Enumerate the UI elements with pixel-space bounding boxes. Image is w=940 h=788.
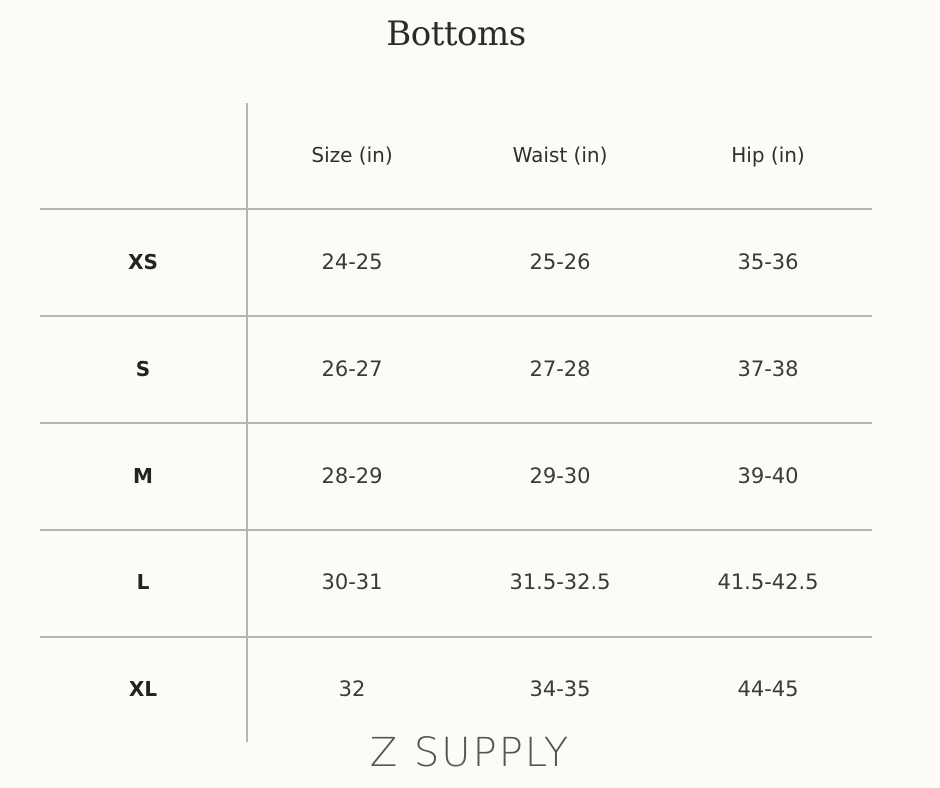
size-value: 26-27 <box>321 356 383 381</box>
waist-value: 25-26 <box>529 250 591 274</box>
hip-value: 41.5-42.5 <box>717 570 819 595</box>
brand-logo: Z SUPPLY <box>369 730 571 776</box>
size-label: S <box>135 356 151 381</box>
column-header: Hip (in) <box>731 143 805 167</box>
waist-value: 34-35 <box>529 677 591 702</box>
size-value: 24-25 <box>321 250 383 274</box>
size-value: 30-31 <box>321 570 383 595</box>
column-header: Waist (in) <box>512 143 608 167</box>
row-divider <box>40 208 872 210</box>
hip-value: 44-45 <box>737 677 799 702</box>
row-divider <box>40 422 872 424</box>
row-divider <box>40 636 872 638</box>
size-value: 32 <box>338 677 366 702</box>
hip-value: 39-40 <box>737 463 799 488</box>
size-label: XS <box>128 250 158 274</box>
waist-value: 31.5-32.5 <box>509 570 611 595</box>
row-divider <box>40 315 872 317</box>
column-header: Size (in) <box>311 143 393 167</box>
size-label: XL <box>128 677 158 702</box>
size-value: 28-29 <box>321 463 383 488</box>
row-divider <box>40 529 872 531</box>
size-label: L <box>136 570 150 595</box>
waist-value: 29-30 <box>529 463 591 488</box>
hip-value: 37-38 <box>737 356 799 381</box>
page-title: Bottoms <box>386 14 526 54</box>
size-label: M <box>133 463 153 488</box>
hip-value: 35-36 <box>737 250 799 274</box>
waist-value: 27-28 <box>529 356 591 381</box>
